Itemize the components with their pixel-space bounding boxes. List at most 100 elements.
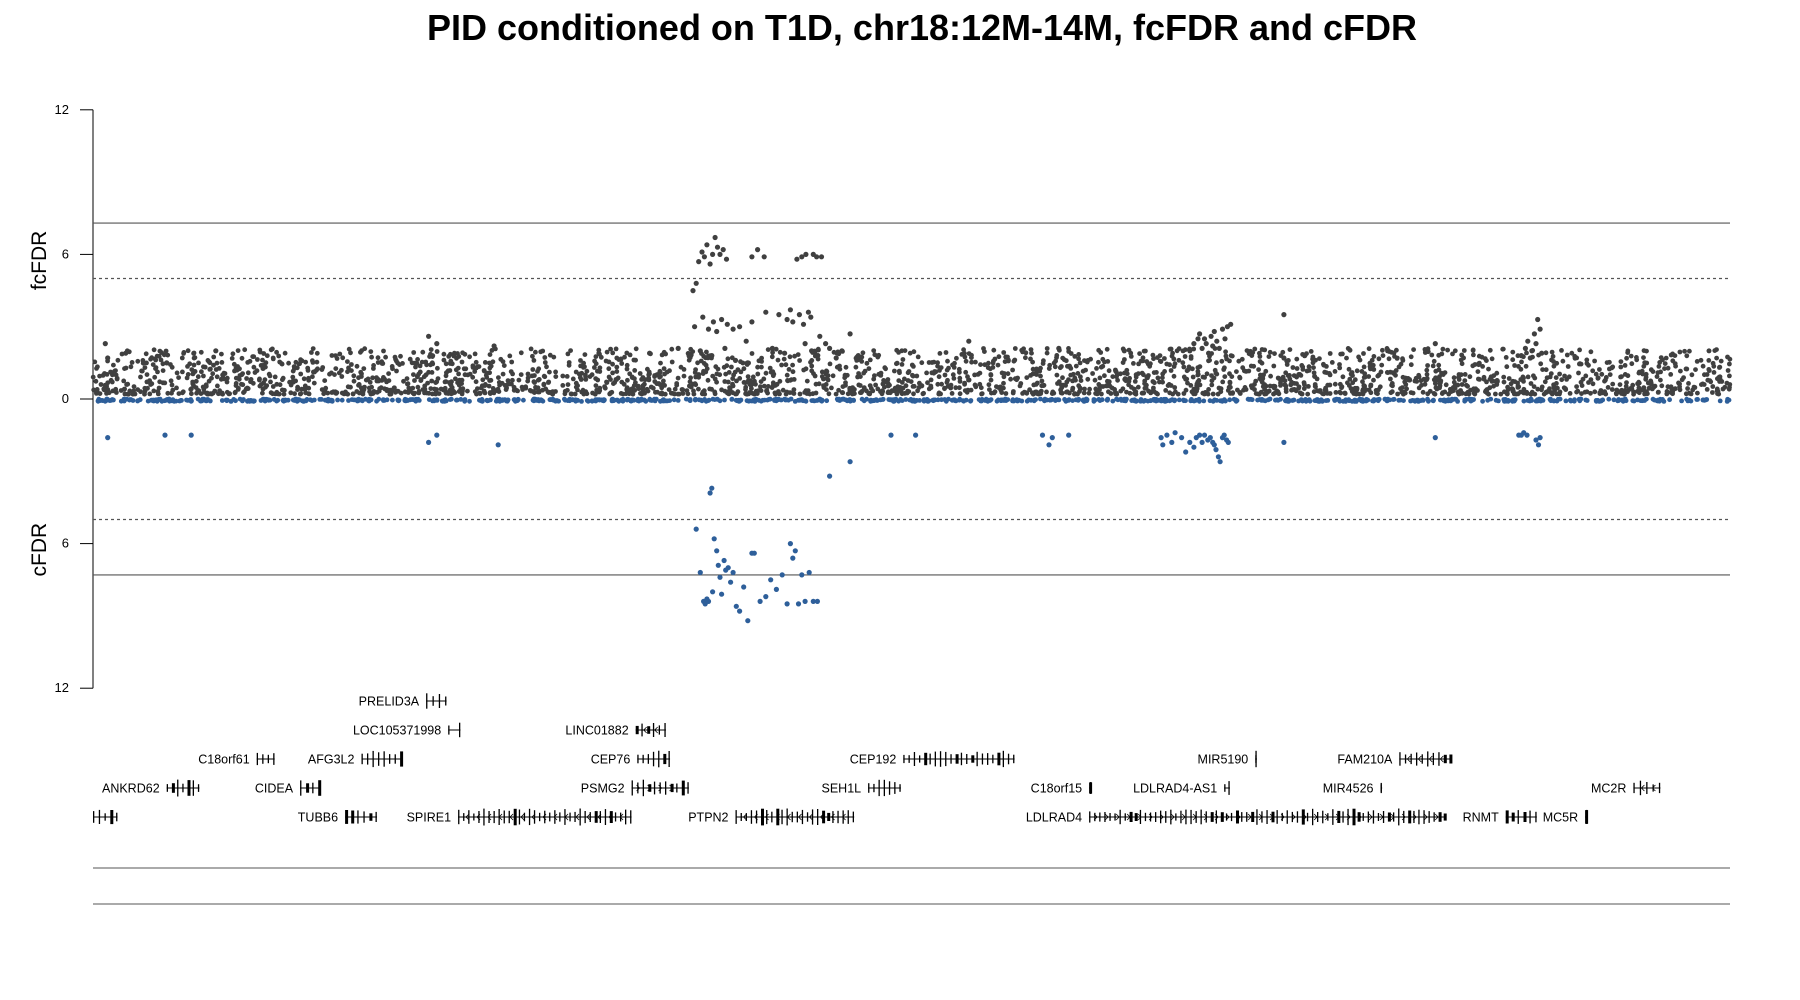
- gene-exon: [473, 813, 475, 821]
- fcfdr-point: [973, 359, 978, 365]
- fcfdr-point: [935, 363, 940, 369]
- cfdr-point: [1011, 398, 1017, 404]
- fcfdr-point: [730, 376, 736, 381]
- cfdr-point: [426, 397, 432, 402]
- cfdr-point: [521, 397, 526, 403]
- fcfdr-point: [272, 374, 278, 380]
- gene-exon: [658, 725, 660, 735]
- fcfdr-point: [1416, 385, 1422, 391]
- gene-exon: [508, 810, 510, 824]
- fcfdr-point: [333, 366, 339, 371]
- fcfdr-point: [1201, 336, 1208, 342]
- fcfdr-point: [1524, 389, 1530, 395]
- fcfdr-point: [470, 374, 476, 380]
- fcfdr-point: [214, 360, 220, 366]
- fcfdr-point: [460, 386, 466, 391]
- cfdr-point: [783, 397, 789, 402]
- fcfdr-point: [743, 387, 748, 392]
- fcfdr-point: [1538, 361, 1544, 367]
- gene-exon: [1398, 808, 1400, 826]
- cfdr-point: [1462, 397, 1468, 403]
- fcfdr-point: [528, 346, 534, 352]
- fcfdr-point: [749, 319, 755, 325]
- fcfdr-point: [1618, 374, 1623, 380]
- strand-arrow: [786, 813, 791, 821]
- fcfdr-point: [847, 331, 853, 337]
- cfdr-point: [652, 396, 657, 402]
- fcfdr-point: [1141, 372, 1146, 378]
- cfdr-point: [1215, 454, 1221, 460]
- fcfdr-point: [1494, 370, 1500, 376]
- fcfdr-point: [804, 391, 810, 396]
- fcfdr-point: [472, 389, 478, 394]
- gene-exon: [1114, 813, 1116, 821]
- fcfdr-point: [745, 374, 751, 379]
- fcfdr-point: [1470, 348, 1476, 353]
- cfdr-point: [1225, 439, 1231, 445]
- cfdr-point: [1557, 396, 1563, 402]
- gene-exon: [1255, 750, 1257, 768]
- cfdr-point: [1099, 397, 1105, 403]
- fcfdr-point: [1076, 383, 1082, 389]
- fcfdr-point: [1160, 375, 1165, 381]
- gene-exon: [1155, 812, 1157, 822]
- fcfdr-point: [1366, 346, 1372, 352]
- fcfdr-point: [1106, 381, 1112, 387]
- fcfdr-point: [423, 359, 429, 365]
- fcfdr-point: [1012, 346, 1018, 351]
- fcfdr-point: [381, 348, 386, 354]
- fcfdr-point: [505, 381, 511, 387]
- gene-exon: [663, 753, 667, 765]
- fcfdr-point: [1380, 353, 1386, 358]
- fcfdr-point: [1714, 388, 1720, 394]
- fcfdr-point: [1503, 355, 1509, 360]
- fcfdr-point: [491, 343, 497, 349]
- fcfdr-point: [784, 316, 790, 323]
- cfdr-point: [248, 398, 254, 403]
- fcfdr-point: [1222, 336, 1228, 342]
- fcfdr-point: [606, 374, 612, 380]
- fcfdr-point: [1467, 374, 1473, 380]
- strand-arrow: [1313, 813, 1318, 821]
- fcfdr-point: [1590, 368, 1596, 374]
- fcfdr-point: [1631, 389, 1636, 395]
- fcfdr-point: [1300, 367, 1306, 372]
- gene-exon: [98, 809, 101, 824]
- fcfdr-point: [1206, 350, 1212, 356]
- gene-exon: [781, 809, 783, 825]
- fcfdr-point: [1390, 383, 1395, 389]
- fcfdr-point: [839, 348, 845, 354]
- fcfdr-point: [142, 365, 148, 370]
- fcfdr-point: [368, 349, 374, 354]
- gene-c18orf15: C18orf15: [1031, 782, 1093, 796]
- fcfdr-point: [957, 375, 963, 381]
- fcfdr-point: [426, 369, 431, 375]
- fcfdr-point: [409, 360, 415, 366]
- strand-arrow: [742, 813, 747, 821]
- cfdr-point: [1168, 397, 1174, 403]
- fcfdr-point: [1256, 367, 1261, 372]
- strand-arrow: [1428, 755, 1433, 763]
- cfdr-point: [1616, 398, 1622, 403]
- fcfdr-point: [311, 380, 317, 386]
- fcfdr-point: [260, 357, 265, 363]
- fcfdr-point: [769, 345, 776, 351]
- fcfdr-point: [443, 361, 449, 367]
- fcfdr-point: [1521, 386, 1527, 392]
- gene-exon: [1646, 782, 1648, 794]
- cfdr-point: [1207, 435, 1213, 441]
- fcfdr-point: [1436, 362, 1442, 368]
- cfdr-point: [1445, 397, 1450, 403]
- gene-exon: [116, 812, 118, 822]
- fcfdr-point: [128, 364, 134, 370]
- fcfdr-point: [270, 384, 276, 389]
- fcfdr-point: [407, 356, 413, 362]
- fcfdr-point: [1541, 391, 1547, 397]
- fcfdr-point: [531, 358, 537, 363]
- fcfdr-point: [490, 359, 496, 365]
- gene-exon: [1449, 754, 1453, 764]
- cfdr-point: [1323, 398, 1329, 403]
- fcfdr-point: [153, 357, 159, 363]
- fcfdr-point: [1223, 349, 1228, 355]
- strand-arrow: [586, 813, 591, 821]
